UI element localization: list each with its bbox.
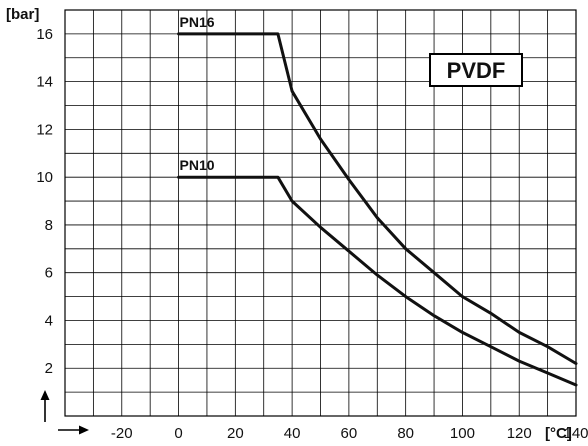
tick-labels: 2 4 6 8 10 12 14 16 -20 0 20 40 60 80 100 120 140 [36, 26, 588, 442]
annotations: [bar] [°C] PVDF [6, 6, 572, 442]
x-tick-label: 100 [450, 425, 475, 442]
y-tick-label: 8 [45, 217, 53, 234]
x-axis-arrow-icon [58, 425, 89, 435]
x-tick-label: 140 [563, 425, 588, 442]
material-label: PVDF [447, 58, 506, 83]
y-tick-label: 16 [36, 26, 53, 43]
x-tick-label: 40 [284, 425, 301, 442]
grid [65, 10, 576, 416]
x-tick-label: -20 [111, 425, 133, 442]
y-tick-label: 4 [45, 312, 53, 329]
x-axis-unit-label: [°C] [545, 425, 572, 442]
y-tick-label: 14 [36, 74, 53, 91]
y-axis-arrow-icon [40, 390, 50, 422]
series-lines: PN16 PN10 [177, 14, 578, 387]
y-tick-label: 12 [36, 121, 53, 138]
series-line-pn16 [177, 32, 578, 365]
y-tick-label: 10 [36, 169, 53, 186]
series-label-pn16: PN16 [180, 14, 215, 30]
series-label-pn10: PN10 [180, 157, 215, 173]
plot-border [64, 9, 577, 417]
y-tick-label: 6 [45, 265, 53, 282]
y-axis-unit-label: [bar] [6, 6, 39, 23]
x-tick-label: 20 [227, 425, 244, 442]
x-tick-label: 60 [341, 425, 358, 442]
series-line-pn10 [177, 175, 578, 387]
x-tick-label: 80 [397, 425, 414, 442]
x-tick-label: 120 [507, 425, 532, 442]
y-tick-label: 2 [45, 360, 53, 377]
x-tick-label: 0 [174, 425, 182, 442]
material-badge: PVDF [429, 53, 523, 87]
plot-frame [64, 9, 577, 417]
